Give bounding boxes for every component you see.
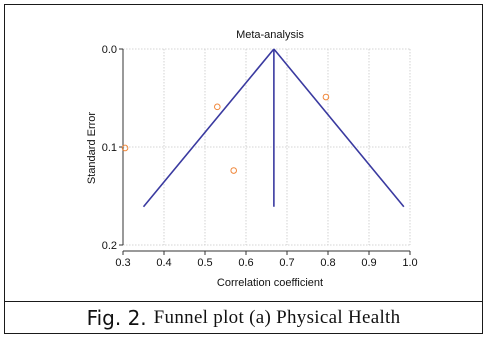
- data-point: [214, 103, 221, 111]
- y-axis-label: Standard Error: [86, 112, 98, 184]
- figure-caption: Fig. 2. Funnel plot (a) Physical Health: [4, 303, 483, 333]
- y-tick-label: 0.0: [102, 44, 117, 56]
- y-tick-label: 0.2: [102, 240, 117, 252]
- chart-title: Meta-analysis: [236, 29, 304, 41]
- x-tick-label: 0.7: [279, 257, 294, 269]
- funnel-left-line: [142, 48, 275, 208]
- x-tick-label: 0.3: [115, 257, 130, 269]
- y-tick-label: 0.1: [102, 142, 117, 154]
- data-point: [121, 144, 129, 152]
- data-point: [230, 167, 237, 174]
- caption-divider: [4, 301, 483, 302]
- figure-frame: [4, 4, 483, 334]
- x-tick-label: 0.8: [320, 257, 335, 269]
- plot-area: 0.3 0.4 0.5 0.6 0.7 0.8 0.9 1.0 0.0 0.1 0.2: [102, 44, 418, 269]
- data-point: [322, 93, 330, 101]
- x-tick-label: 0.6: [238, 257, 253, 269]
- x-tick-label: 0.5: [197, 257, 212, 269]
- caption-label: Fig. 2.: [86, 306, 147, 330]
- caption-text: Funnel plot (a) Physical Health: [153, 307, 401, 328]
- x-tick-label: 0.9: [361, 257, 376, 269]
- funnel-right-line: [273, 48, 405, 208]
- x-axis-label: Correlation coefficient: [217, 277, 323, 289]
- x-tick-label: 0.4: [156, 257, 171, 269]
- x-tick-label: 1.0: [402, 257, 417, 269]
